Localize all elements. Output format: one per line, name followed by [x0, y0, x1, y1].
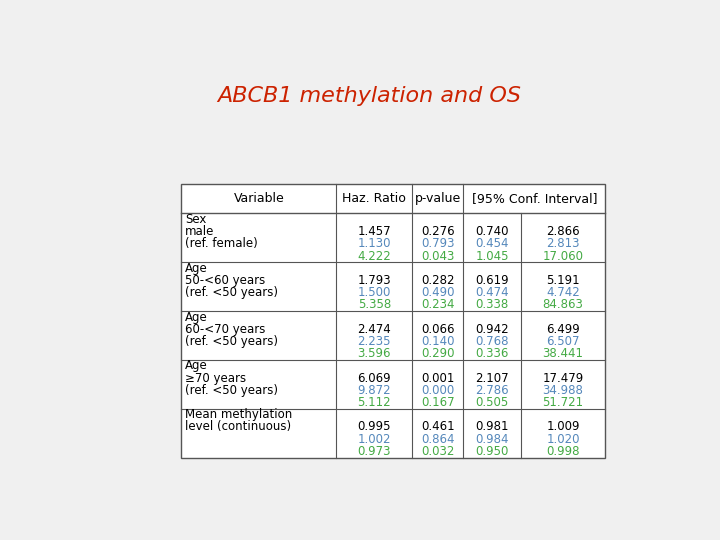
Text: 1.045: 1.045: [475, 249, 509, 262]
Text: 1.009: 1.009: [546, 421, 580, 434]
Text: 0.043: 0.043: [421, 249, 454, 262]
Text: ABCB1 methylation and OS: ABCB1 methylation and OS: [217, 86, 521, 106]
Text: 2.107: 2.107: [475, 372, 509, 384]
Text: 6.069: 6.069: [358, 372, 391, 384]
Text: male: male: [185, 225, 215, 238]
Text: 0.454: 0.454: [475, 238, 509, 251]
Text: Variable: Variable: [233, 192, 284, 205]
Text: 38.441: 38.441: [542, 347, 583, 360]
Text: 0.032: 0.032: [421, 445, 454, 458]
Text: 1.020: 1.020: [546, 433, 580, 446]
Bar: [181, 184, 606, 457]
Text: 0.000: 0.000: [421, 384, 454, 397]
Text: 0.276: 0.276: [421, 225, 455, 238]
Text: 0.981: 0.981: [475, 421, 509, 434]
Text: 51.721: 51.721: [542, 396, 583, 409]
Text: p-value: p-value: [415, 192, 461, 205]
Text: 0.290: 0.290: [421, 347, 454, 360]
Text: 0.282: 0.282: [421, 274, 454, 287]
Text: [95% Conf. Interval]: [95% Conf. Interval]: [472, 192, 597, 205]
Text: 2.866: 2.866: [546, 225, 580, 238]
Text: 0.998: 0.998: [546, 445, 580, 458]
Text: 4.222: 4.222: [357, 249, 391, 262]
Text: 4.742: 4.742: [546, 286, 580, 299]
Text: 0.140: 0.140: [421, 335, 454, 348]
Text: 1.793: 1.793: [358, 274, 391, 287]
Text: 1.500: 1.500: [358, 286, 391, 299]
Text: 84.863: 84.863: [543, 299, 583, 312]
Text: 0.461: 0.461: [421, 421, 455, 434]
Text: 0.740: 0.740: [475, 225, 509, 238]
Text: (ref. <50 years): (ref. <50 years): [185, 335, 279, 348]
Text: 0.336: 0.336: [475, 347, 508, 360]
Text: 0.338: 0.338: [475, 299, 508, 312]
Text: Sex: Sex: [185, 213, 207, 226]
Text: 5.191: 5.191: [546, 274, 580, 287]
Text: 50-<60 years: 50-<60 years: [185, 274, 266, 287]
Text: 0.066: 0.066: [421, 323, 454, 336]
Text: 0.793: 0.793: [421, 238, 454, 251]
Text: 0.864: 0.864: [421, 433, 454, 446]
Text: 34.988: 34.988: [543, 384, 583, 397]
Text: 0.942: 0.942: [475, 323, 509, 336]
Text: 0.001: 0.001: [421, 372, 454, 384]
Text: (ref. <50 years): (ref. <50 years): [185, 384, 279, 397]
Text: 0.984: 0.984: [475, 433, 509, 446]
Text: 2.786: 2.786: [475, 384, 509, 397]
Text: Age: Age: [185, 310, 208, 323]
Text: 5.112: 5.112: [358, 396, 391, 409]
Text: 0.768: 0.768: [475, 335, 509, 348]
Text: (ref. <50 years): (ref. <50 years): [185, 286, 279, 299]
Text: 0.474: 0.474: [475, 286, 509, 299]
Text: 0.167: 0.167: [421, 396, 455, 409]
Text: 1.130: 1.130: [358, 238, 391, 251]
Text: 6.499: 6.499: [546, 323, 580, 336]
Text: 0.995: 0.995: [358, 421, 391, 434]
Text: 2.474: 2.474: [357, 323, 391, 336]
Text: (ref. female): (ref. female): [185, 238, 258, 251]
Text: 6.507: 6.507: [546, 335, 580, 348]
Text: Mean methylation: Mean methylation: [185, 408, 292, 421]
Text: 17.479: 17.479: [542, 372, 584, 384]
Text: 0.619: 0.619: [475, 274, 509, 287]
Text: 17.060: 17.060: [542, 249, 583, 262]
Text: 2.235: 2.235: [358, 335, 391, 348]
Text: 0.505: 0.505: [475, 396, 508, 409]
Text: 9.872: 9.872: [358, 384, 391, 397]
Text: 0.234: 0.234: [421, 299, 454, 312]
Text: 3.596: 3.596: [358, 347, 391, 360]
Text: 5.358: 5.358: [358, 299, 391, 312]
Text: 1.002: 1.002: [358, 433, 391, 446]
Text: 60-<70 years: 60-<70 years: [185, 323, 266, 336]
Text: Haz. Ratio: Haz. Ratio: [343, 192, 406, 205]
Text: 0.490: 0.490: [421, 286, 454, 299]
Text: Age: Age: [185, 262, 208, 275]
Text: level (continuous): level (continuous): [185, 421, 292, 434]
Text: 0.950: 0.950: [475, 445, 508, 458]
Text: 2.813: 2.813: [546, 238, 580, 251]
Text: 1.457: 1.457: [358, 225, 391, 238]
Text: Age: Age: [185, 360, 208, 373]
Text: 0.973: 0.973: [358, 445, 391, 458]
Text: ≥70 years: ≥70 years: [185, 372, 246, 384]
